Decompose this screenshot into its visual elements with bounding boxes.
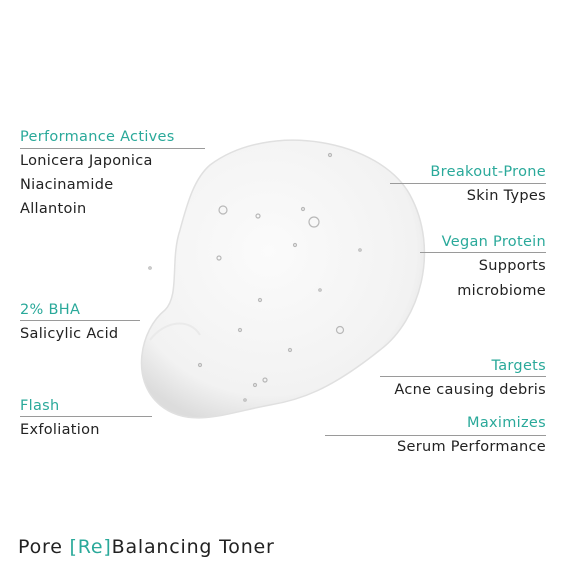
- callout-heading: Breakout-Prone: [430, 164, 546, 180]
- title-part: [Re]: [69, 536, 112, 558]
- callout-text: Serum Performance: [397, 439, 546, 455]
- callout-heading: Vegan Protein: [441, 234, 546, 250]
- callout-rule: [420, 252, 546, 253]
- callout-text: microbiome: [457, 282, 546, 299]
- callout-heading: Performance Actives: [20, 129, 175, 145]
- callout-heading: 2% BHA: [20, 302, 81, 318]
- callout-text: Acne causing debris: [394, 382, 546, 398]
- product-title: Pore [Re]Balancing Toner: [18, 536, 275, 558]
- callout-rule: [325, 435, 546, 436]
- callout-heading: Maximizes: [467, 415, 546, 431]
- callout-text: Salicylic Acid: [20, 326, 119, 342]
- callout-rule: [20, 148, 205, 149]
- callout-text: Exfoliation: [20, 422, 100, 438]
- title-part: Pore: [18, 536, 70, 558]
- callout-rule: [390, 183, 546, 184]
- title-part: Balancing Toner: [111, 536, 275, 558]
- callout-rule: [20, 416, 152, 417]
- callout-heading: Targets: [491, 358, 546, 374]
- callout-text: Allantoin: [20, 201, 87, 217]
- callout-text: Lonicera Japonica: [20, 153, 153, 169]
- callout-rule: [380, 376, 546, 377]
- callout-rule: [20, 320, 140, 321]
- callout-text: Niacinamide: [20, 177, 114, 193]
- callout-text: Supports: [478, 258, 546, 274]
- callout-text: Skin Types: [466, 188, 546, 204]
- callout-heading: Flash: [20, 398, 60, 414]
